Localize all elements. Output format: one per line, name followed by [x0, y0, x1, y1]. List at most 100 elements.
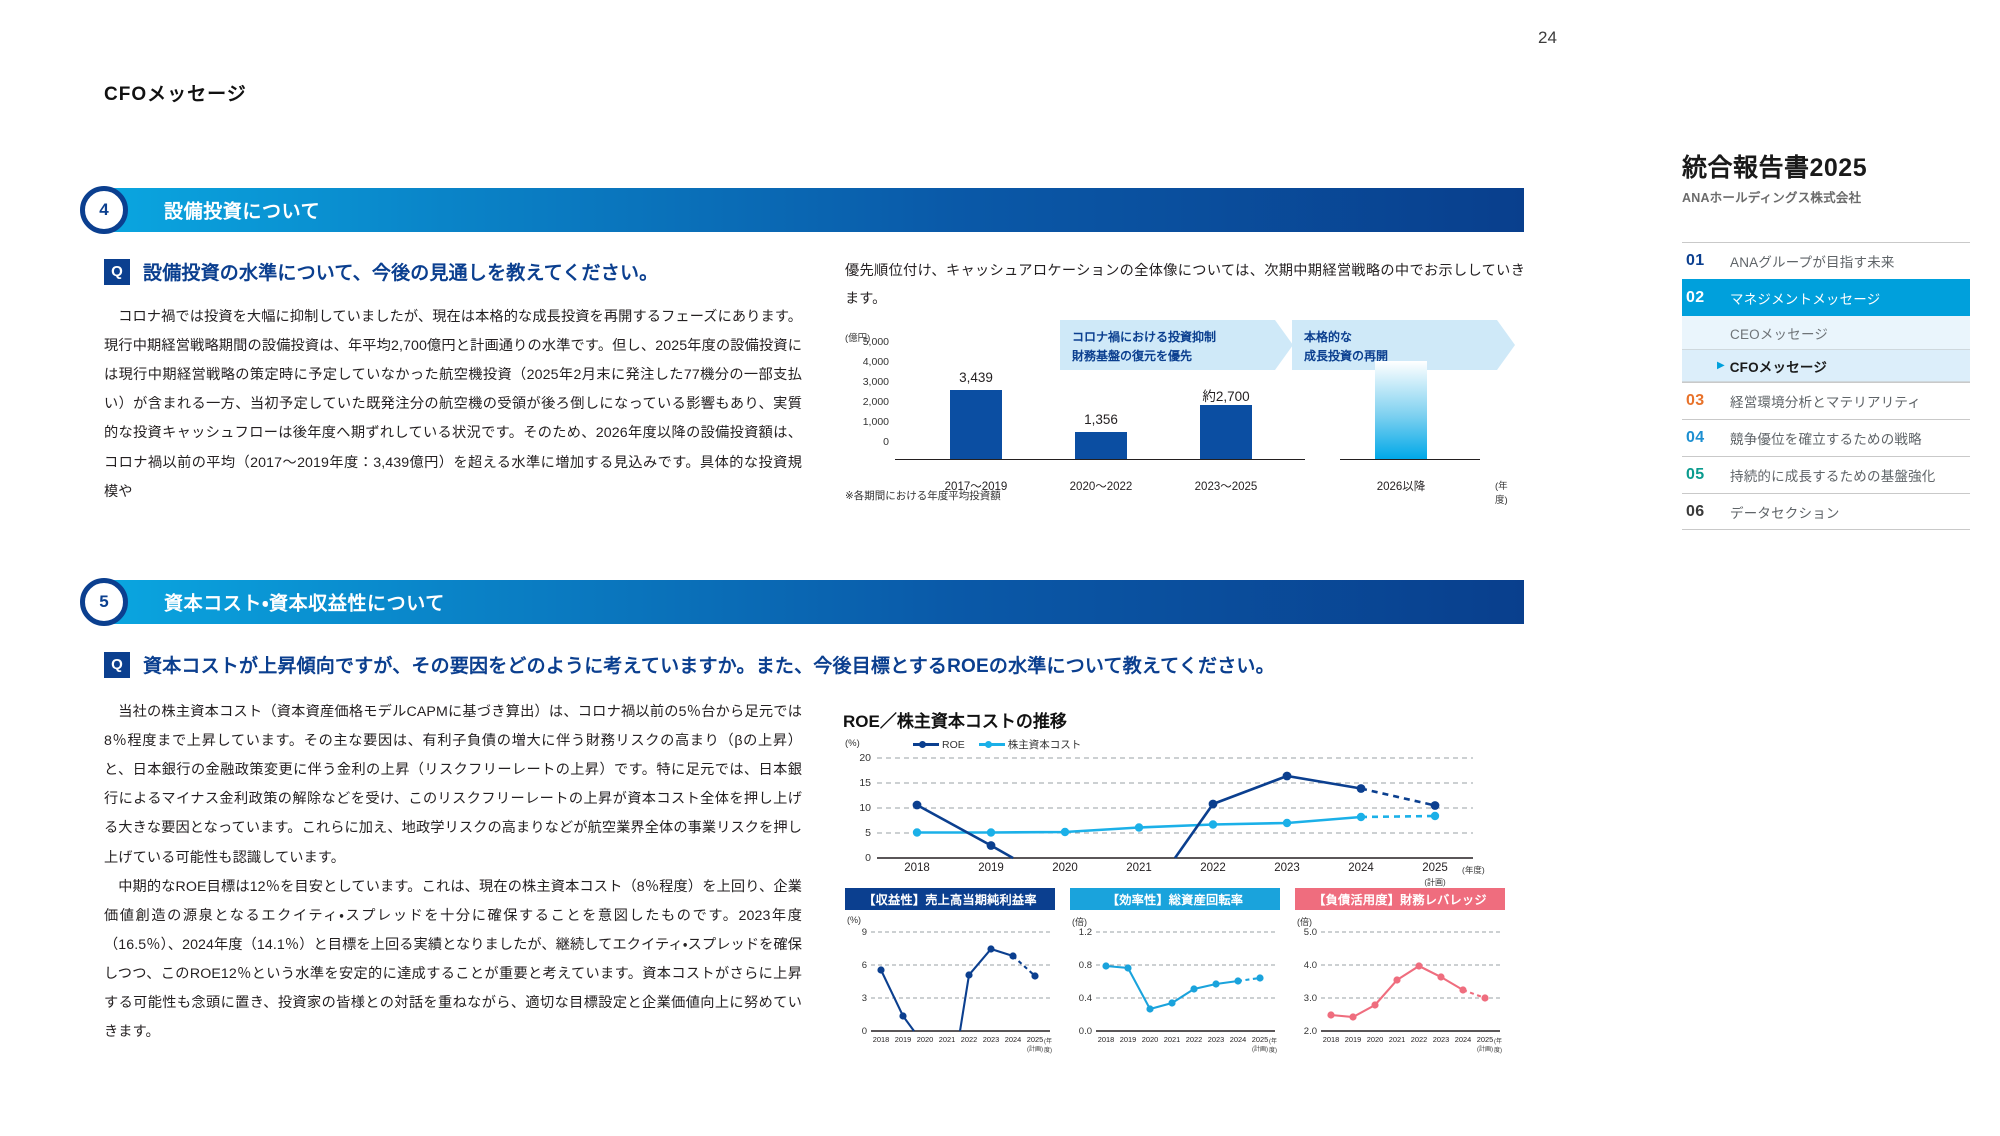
sidebar-subitem-cfo[interactable]: ▶ CFOメッセージ	[1682, 349, 1970, 382]
roe-ytick-15: 15	[859, 777, 871, 789]
efficiency-points	[1102, 962, 1264, 1013]
document-subtitle: ANAホールディングス株式会社	[1682, 191, 1862, 205]
profitability-chart-title: 【収益性】売上高当期純利益率	[845, 888, 1055, 910]
section-band-5: 5 資本コスト・資本収益性について	[80, 578, 1524, 626]
efficiency-xtick-6: 2024	[1229, 1035, 1247, 1044]
legend-line2-coe	[991, 743, 1005, 746]
document-title: 統合報告書2025	[1682, 154, 1868, 182]
capex-ytick-2: 2,000	[862, 396, 889, 408]
efficiency-ytick-08: 0.8	[1078, 960, 1092, 971]
arrow-head-1	[1275, 320, 1293, 370]
sidebar-item-05-label: 持続的に成長するための基盤強化	[1730, 469, 1936, 484]
roe-chart-svg	[877, 757, 1473, 860]
sidebar-item-02[interactable]: 02 マネジメントメッセージ	[1682, 279, 1970, 316]
roe-xtick-6: 2024	[1348, 862, 1374, 874]
section-band-4: 4 設備投資について	[80, 186, 1524, 234]
leverage-line-dashed	[1462, 989, 1486, 999]
roe-ytick-0: 0	[865, 852, 871, 864]
leverage-ytick-40: 4.0	[1303, 960, 1317, 971]
capex-xaxis-unit: (年度)	[1495, 481, 1508, 506]
sidebar-item-05-num: 05	[1686, 466, 1705, 483]
legend-item-roe: ROE	[913, 739, 965, 751]
section-band-title-5: 資本コスト・資本収益性について	[164, 593, 445, 615]
capex-value-label-2: 約2,700	[1202, 389, 1250, 404]
capex-unit-label: (億円)	[845, 333, 871, 344]
section-band-title-4: 設備投資について	[164, 201, 321, 223]
legend-label-coe: 株主資本コスト	[1007, 739, 1082, 751]
sidebar-item-04[interactable]: 04 競争優位を確立するための戦略	[1682, 419, 1970, 456]
sidebar-item-01-num: 01	[1686, 252, 1705, 269]
roe-series-coe-line-dashed	[1360, 814, 1436, 819]
sidebar-item-01[interactable]: 01 ANAグループが目指す未来	[1682, 242, 1970, 279]
profitability-chart-svg	[871, 931, 1050, 1032]
sidebar-item-03[interactable]: 03 経営環境分析とマテリアリティ	[1682, 382, 1970, 419]
roe-series-roe-line-dashed	[1360, 787, 1436, 807]
leverage-ytick-20: 2.0	[1303, 1026, 1317, 1037]
arrow-banner-1-line1: コロナ禍における投資抑制	[1072, 330, 1217, 344]
capex-x-axis-1	[895, 458, 1305, 460]
sidebar-item-02-label: マネジメントメッセージ	[1730, 292, 1881, 307]
efficiency-xtick-3: 2021	[1163, 1035, 1181, 1044]
profitability-points	[877, 945, 1039, 1020]
profitability-xtick-2: 2020	[916, 1035, 934, 1044]
capex-ytick-1: 1,000	[862, 416, 889, 428]
roe-legend: ROE 株主資本コスト	[913, 737, 1081, 752]
q-badge-5: Q	[104, 651, 130, 678]
roe-unit-label: (%)	[845, 738, 860, 749]
question-line-4: Q 設備投資の水準について、今後の見通しを教えてください。	[104, 258, 658, 285]
arrow-banner-1: コロナ禍における投資抑制 財務基盤の復元を優先	[1060, 320, 1293, 370]
sidebar-subitem-cfo-label: CFOメッセージ	[1729, 359, 1828, 375]
q-badge-4: Q	[104, 258, 130, 285]
section-5-body: 当社の株主資本コスト（資本資産価格モデルCAPMに基づき算出）は、コロナ禍以前の…	[104, 698, 802, 1047]
page-title: CFOメッセージ	[104, 84, 247, 105]
profitability-unit-label: (%)	[847, 915, 861, 925]
efficiency-chart-title: 【効率性】総資産回転率	[1070, 888, 1280, 910]
question-text-5: 資本コストが上昇傾向ですが、その要因をどのように考えていますか。また、今後目標と…	[143, 656, 1275, 677]
profitability-ytick-9: 9	[861, 927, 867, 938]
capex-plot-area: 3,439 1,356 約2,700 2017〜2019 2020〜2022 2…	[895, 344, 1508, 506]
sidebar-item-05[interactable]: 05 持続的に成長するための基盤強化	[1682, 456, 1970, 493]
sidebar-item-03-label: 経営環境分析とマテリアリティ	[1730, 395, 1921, 410]
legend-label-roe: ROE	[942, 738, 965, 751]
leverage-xtick-3: 2021	[1388, 1035, 1406, 1044]
capex-bar-chart: (億円) 0 1,000 2,000 3,000 4,000 5,000 3,4…	[845, 330, 1508, 506]
roe-ytick-10: 10	[859, 802, 871, 814]
efficiency-chart-svg	[1096, 931, 1275, 1032]
arrow-head-2	[1497, 320, 1515, 370]
capex-bar-2020-2022	[1075, 431, 1127, 459]
sidebar-item-06[interactable]: 06 データセクション	[1682, 493, 1970, 530]
question-text-4: 設備投資の水準について、今後の見通しを教えてください。	[143, 263, 659, 284]
roe-xtick-3: 2021	[1126, 862, 1152, 874]
leverage-points	[1327, 962, 1489, 1021]
leverage-xtick-1: 2019	[1344, 1035, 1362, 1044]
leverage-chart: 【負債活用度】財務レバレッジ (倍) 5.0 4.0 3.0 2.0	[1295, 888, 1505, 1058]
capex-ytick-5: 5,000	[862, 336, 889, 348]
roe-xaxis-unit: (年度)	[1462, 865, 1485, 875]
profitability-gridlines	[871, 931, 1050, 999]
capex-x-axis-2	[1340, 458, 1480, 460]
leverage-chart-svg	[1321, 931, 1500, 1032]
sidebar-subitem-ceo[interactable]: CEOメッセージ	[1682, 316, 1970, 349]
roe-series-roe-points	[912, 771, 1440, 850]
leverage-unit-label: (倍)	[1297, 917, 1312, 927]
leverage-xtick-0: 2018	[1322, 1035, 1340, 1044]
leverage-line	[1330, 964, 1464, 1019]
profitability-xtick-7: 2025	[1026, 1035, 1044, 1044]
arrow-banner-1-line2: 財務基盤の復元を優先	[1072, 348, 1193, 363]
sidebar-subitem-ceo-label: CEOメッセージ	[1730, 327, 1829, 342]
leverage-xtick-4: 2022	[1410, 1035, 1428, 1044]
capex-ytick-0: 0	[883, 436, 889, 448]
sidebar-item-06-num: 06	[1686, 502, 1705, 520]
efficiency-gridlines	[1096, 931, 1275, 999]
capex-bar-2023-2025	[1200, 404, 1252, 459]
leverage-xaxis-unit: (年度)	[1494, 1039, 1502, 1054]
leverage-xtick-5: 2023	[1432, 1035, 1450, 1044]
question-line-5: Q 資本コストが上昇傾向ですが、その要因をどのように考えていますか。また、今後目…	[104, 651, 1275, 678]
sidebar-nav: 01 ANAグループが目指す未来 02 マネジメントメッセージ CEOメッセージ…	[1682, 242, 1970, 530]
roe-line-chart: (%) ROE 株主資本コスト 20 15 10 5 0	[845, 737, 1485, 887]
profitability-line-dashed	[1012, 955, 1036, 977]
sidebar-item-03-num: 03	[1686, 392, 1705, 409]
efficiency-xtick-5: 2023	[1207, 1035, 1225, 1044]
profitability-line-a	[880, 969, 915, 1032]
paragraph: 優先順位付け、キャッシュアロケーションの全体像については、次期中期経営戦略の中で…	[845, 263, 1525, 307]
